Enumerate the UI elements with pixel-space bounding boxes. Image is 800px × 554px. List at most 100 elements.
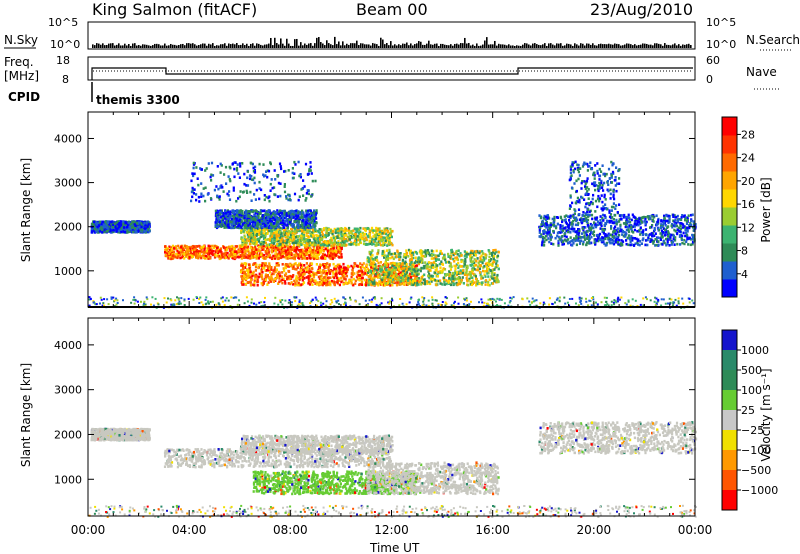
nsky-bar	[196, 45, 198, 48]
scatter-cell	[374, 281, 378, 285]
scatter-cell	[277, 223, 280, 226]
scatter-cell	[267, 243, 270, 247]
scatter-cell	[309, 248, 312, 252]
scatter-cell	[223, 226, 226, 229]
scatter-cell	[128, 226, 131, 229]
scatter-cell	[291, 248, 294, 251]
scatter-cell	[193, 245, 196, 248]
scatter-cell	[224, 251, 227, 255]
scatter-cell	[261, 232, 264, 235]
scatter-cell	[229, 251, 232, 255]
scatter-cell	[263, 236, 266, 239]
nsky-bar	[382, 39, 384, 48]
scatter-cell	[262, 256, 265, 260]
scatter-cell	[291, 256, 294, 260]
scatter-cell	[254, 265, 258, 269]
scatter-cell	[101, 228, 104, 231]
scatter-cell	[291, 245, 294, 249]
nsky-bar	[272, 45, 274, 48]
nsky-bar	[538, 44, 540, 48]
scatter-cell	[191, 255, 195, 258]
scatter-cell	[251, 242, 254, 245]
nsky-bar	[416, 43, 418, 48]
scatter-cell	[356, 227, 359, 231]
scatter-cell	[354, 282, 357, 285]
scatter-cell	[172, 251, 175, 255]
nsky-bar	[570, 44, 572, 48]
scatter-cell	[302, 222, 305, 226]
scatter-cell	[164, 251, 167, 254]
scatter-cell	[240, 226, 243, 229]
scatter-cell	[215, 218, 218, 221]
scatter-cell	[249, 219, 253, 223]
scatter-cell	[270, 268, 273, 271]
scatter-cell	[272, 225, 275, 228]
nsky-bar	[546, 45, 548, 48]
scatter-cell	[301, 282, 305, 286]
scatter-cell	[291, 222, 294, 226]
scatter-cell	[285, 256, 288, 260]
nsky-bar	[500, 44, 502, 48]
scatter-cell	[240, 247, 243, 251]
scatter-cell	[230, 220, 233, 224]
scatter-cell	[293, 241, 296, 245]
scatter-cell	[277, 239, 280, 243]
scatter-cell	[386, 244, 389, 247]
scatter-cell	[256, 223, 259, 227]
scatter-cell	[270, 214, 273, 217]
nsky-bar	[528, 44, 530, 48]
scatter-cell	[254, 212, 257, 215]
scatter-cell	[164, 245, 167, 248]
scatter-cell	[273, 255, 277, 258]
scatter-cell	[397, 280, 401, 284]
scatter-cell	[293, 267, 297, 271]
scatter-cell	[292, 241, 295, 245]
scatter-cell	[274, 249, 277, 253]
scatter-cell	[355, 243, 358, 247]
scatter-cell	[247, 215, 250, 218]
scatter-cell	[253, 228, 256, 232]
scatter-cell	[185, 249, 188, 252]
scatter-cell	[245, 238, 248, 241]
scatter-cell	[255, 263, 258, 267]
scatter-cell	[184, 253, 187, 256]
scatter-cell	[233, 256, 236, 259]
scatter-cell	[288, 216, 291, 219]
scatter-cell	[338, 256, 341, 259]
scatter-cell	[337, 227, 340, 231]
scatter-cell	[243, 262, 246, 265]
nsky-bar	[586, 43, 588, 48]
nsky-bar	[664, 43, 666, 48]
scatter-cell	[244, 219, 247, 222]
scatter-cell	[272, 232, 275, 235]
scatter-cell	[359, 230, 362, 234]
scatter-cell	[323, 235, 326, 239]
scatter-cell	[329, 283, 332, 287]
scatter-cell	[237, 226, 240, 229]
scatter-cell	[263, 240, 266, 244]
scatter-cell	[170, 249, 173, 253]
scatter-cell	[308, 229, 311, 233]
scatter-cell	[118, 231, 121, 234]
nsky-bar	[474, 45, 476, 48]
scatter-cell	[211, 250, 214, 253]
nsky-bar	[126, 45, 128, 48]
nsky-bar	[226, 45, 228, 48]
scatter-cell	[148, 222, 151, 226]
scatter-cell	[122, 220, 125, 223]
scatter-cell	[305, 209, 308, 213]
scatter-cell	[287, 232, 290, 236]
scatter-cell	[375, 242, 378, 245]
scatter-cell	[294, 235, 298, 239]
scatter-cell	[314, 251, 317, 255]
scatter-cell	[170, 252, 173, 255]
nsky-bar	[432, 44, 434, 48]
scatter-cell	[124, 229, 127, 232]
scatter-cell	[141, 227, 144, 230]
nsky-bar	[576, 44, 578, 48]
scatter-cell	[335, 272, 338, 275]
scatter-cell	[208, 250, 211, 253]
scatter-cell	[376, 233, 379, 236]
scatter-cell	[328, 270, 331, 274]
scatter-cell	[308, 209, 311, 212]
